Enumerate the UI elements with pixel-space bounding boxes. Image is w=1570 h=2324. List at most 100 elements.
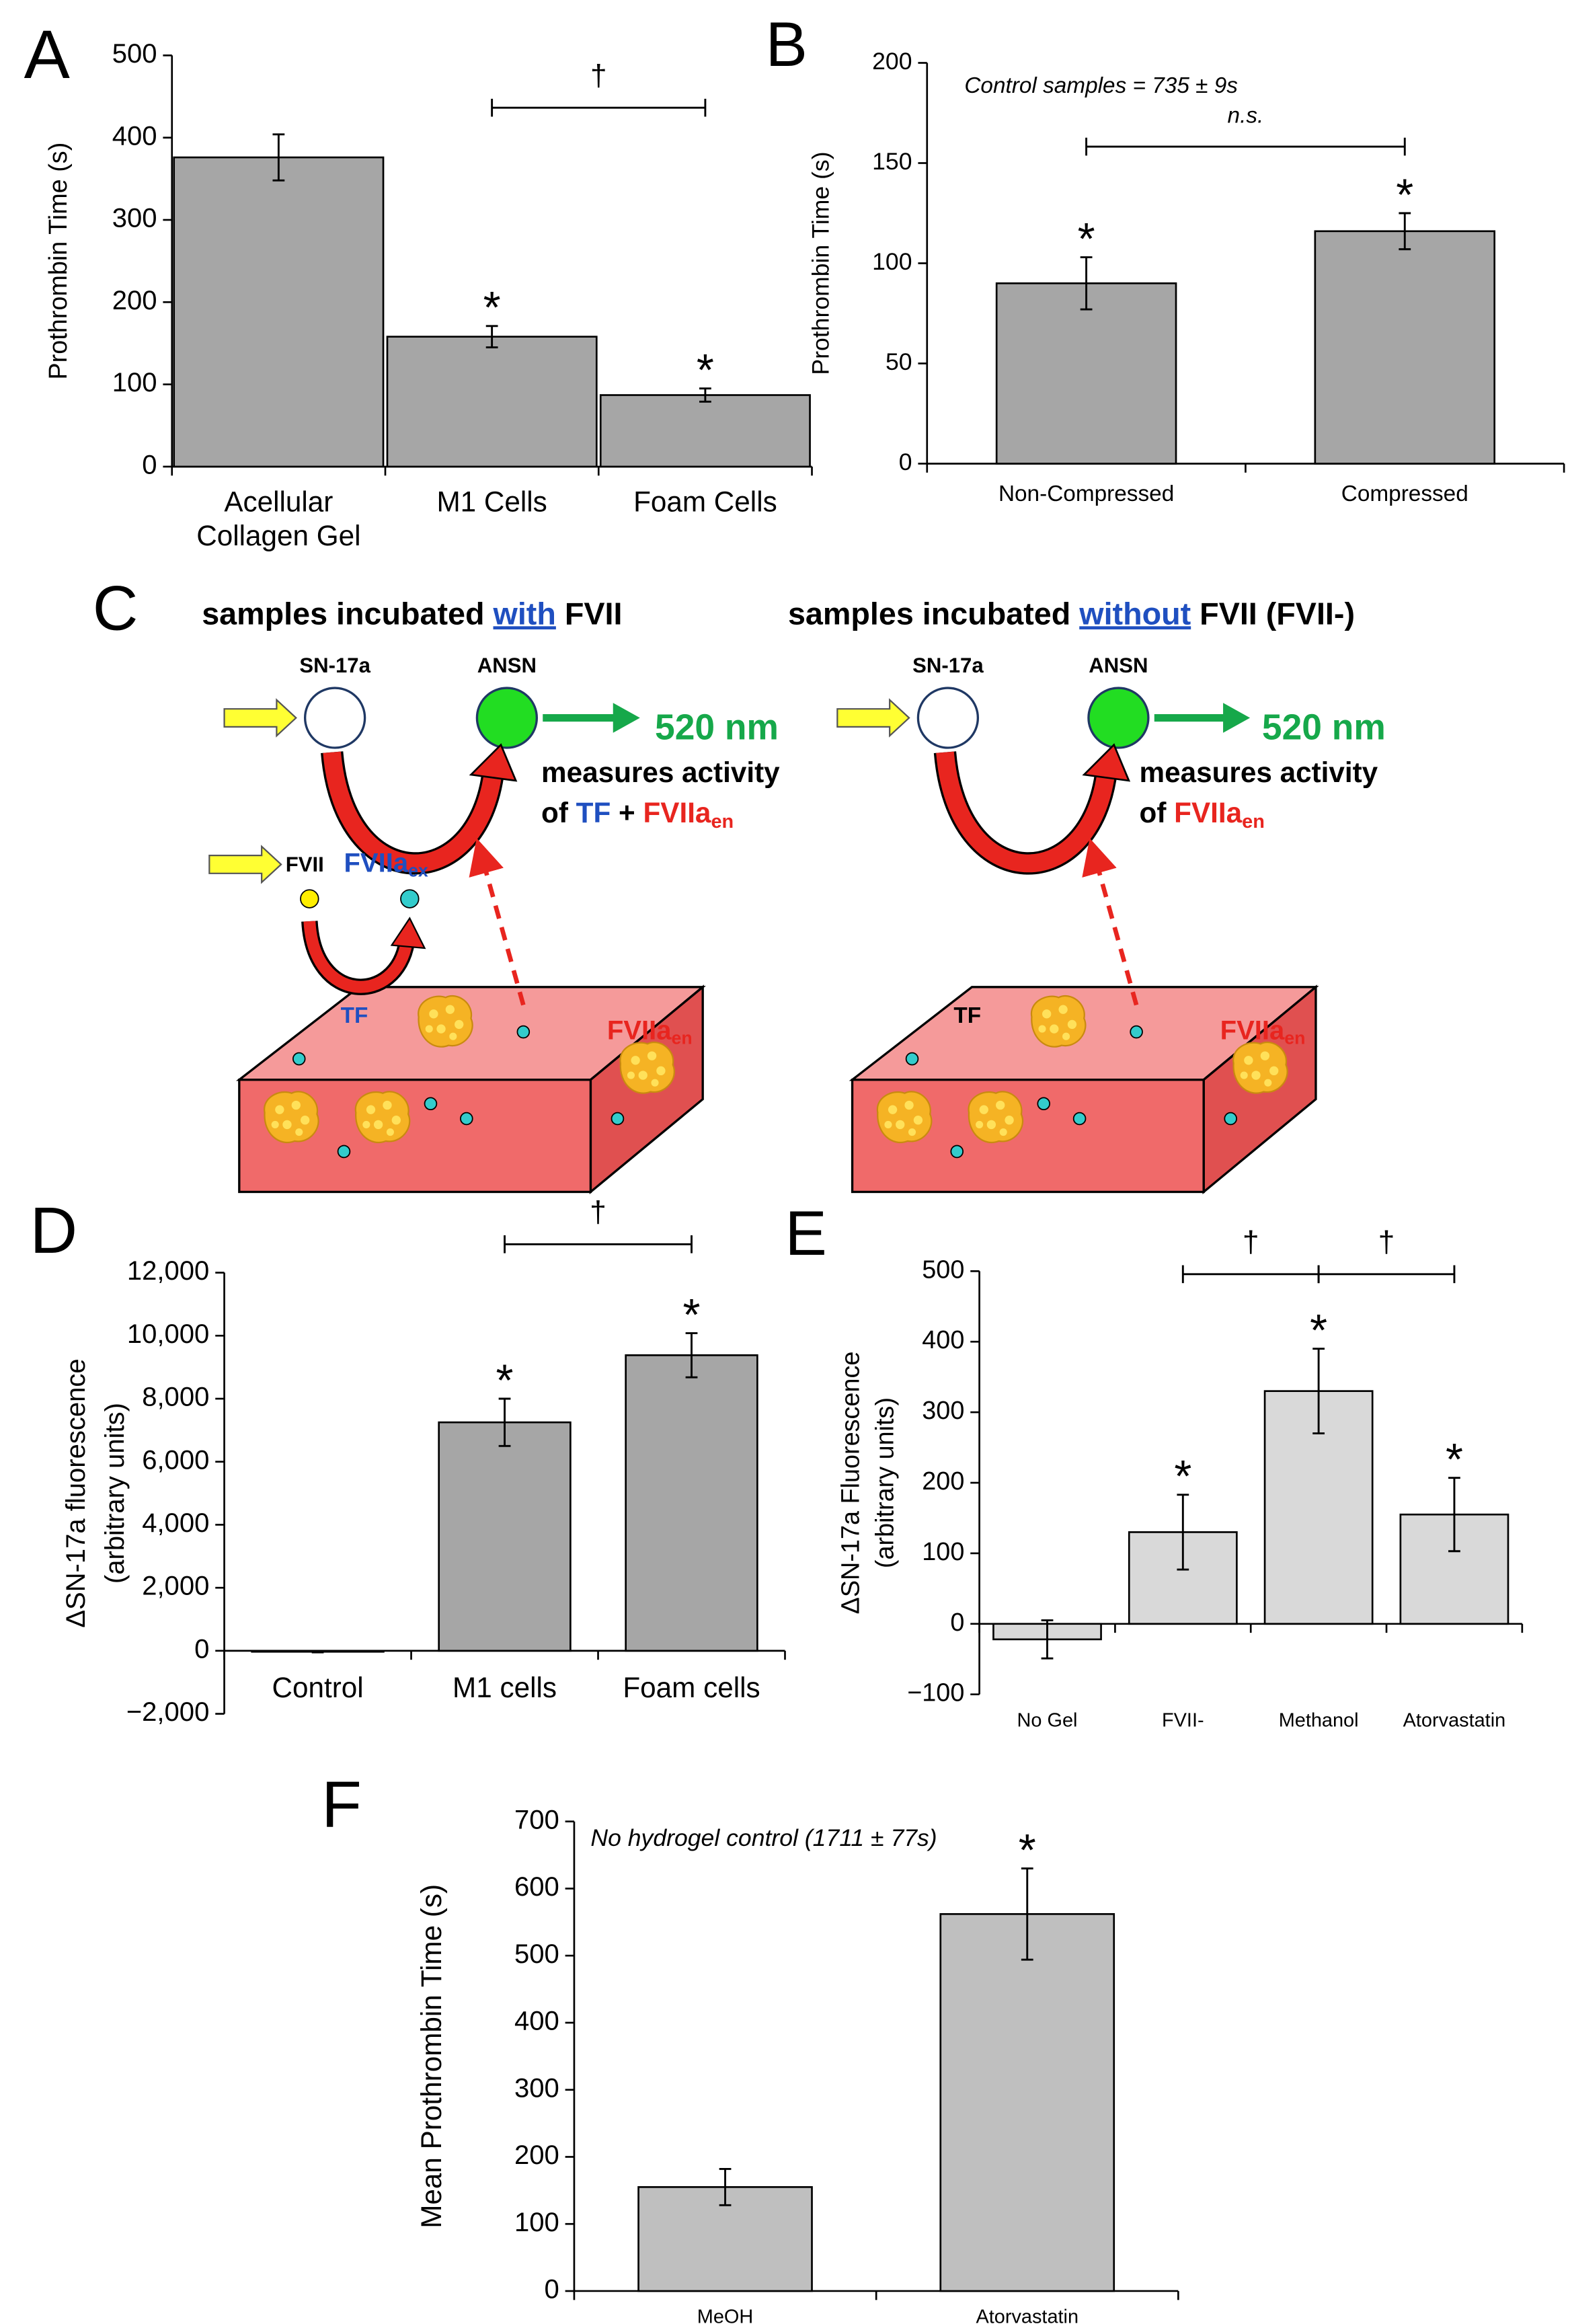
bracket-label: † (1243, 1226, 1259, 1259)
y-tick-label: 300 (514, 2073, 559, 2103)
x-tick-label: No Gel (1017, 1709, 1078, 1731)
x-tick-label: Atorvastatin (976, 2307, 1078, 2324)
tf-label: TF (341, 1003, 368, 1028)
y-axis-label: Prothrombin Time (s) (44, 143, 73, 380)
y-tick-label: 500 (112, 39, 157, 69)
label-part: ex (408, 861, 428, 881)
y-tick-label: 12,000 (127, 1256, 209, 1286)
y-tick-label: 300 (922, 1397, 964, 1425)
x-tick-label: M1 Cells (436, 486, 547, 518)
y-tick-label: 100 (872, 248, 912, 275)
bracket (504, 1235, 693, 1253)
y-tick-label: 200 (514, 2140, 559, 2170)
y-tick-label: 0 (544, 2275, 559, 2304)
subtitle: No hydrogel control (1711 ± 77s) (590, 1824, 937, 1851)
y-tick-label: 400 (922, 1326, 964, 1354)
bracket (1181, 1265, 1320, 1284)
bar (939, 1913, 1115, 2292)
x-tick-label: MeOH (697, 2307, 753, 2324)
y-tick-label: 2,000 (142, 1572, 209, 1601)
x-tick-label: FVII- (1162, 1709, 1204, 1731)
panel-letter: E (785, 1198, 827, 1268)
x-tick-label: Acellular Collagen Gel (196, 486, 360, 552)
x-tick-label: M1 cells (453, 1672, 557, 1703)
y-tick-label: 500 (514, 1939, 559, 1969)
error-bar (1312, 1348, 1325, 1435)
y-tick-label: 100 (922, 1538, 964, 1566)
x-tick-label: Foam cells (623, 1672, 760, 1703)
error-bar (719, 2167, 732, 2206)
y-tick-label: 150 (872, 148, 912, 175)
y-tick-label: 50 (886, 348, 912, 375)
error-bar (1041, 1619, 1054, 1660)
readout-part: of (1140, 797, 1167, 828)
bar (995, 282, 1177, 465)
y-tick-label: 100 (514, 2208, 559, 2237)
y-tick-label: 0 (194, 1634, 209, 1664)
label-part: FVIIa (344, 848, 408, 878)
emission-label: 520 nm (655, 707, 779, 747)
y-tick-label: 0 (950, 1609, 964, 1637)
y-tick-label: 500 (922, 1255, 964, 1284)
bracket-label: n.s. (1228, 103, 1264, 128)
readout: of FVIIaen (1140, 797, 1265, 832)
y-tick-label: 200 (112, 286, 157, 315)
bracket-label: † (1378, 1226, 1395, 1259)
label-part: en (1284, 1028, 1305, 1048)
significance-mark: * (1396, 170, 1413, 220)
bracket (491, 98, 707, 117)
y-tick-label: 10,000 (127, 1319, 209, 1349)
y-tick-label: 400 (112, 121, 157, 151)
title-part: samples incubated (202, 596, 484, 631)
title-part: without (1078, 596, 1191, 631)
significance-mark: * (1078, 215, 1095, 264)
readout: measures activity (1140, 757, 1378, 788)
error-bar (1080, 256, 1093, 311)
readout: of TF + FVIIaen (541, 797, 734, 832)
readout-part: en (711, 811, 734, 832)
bracket-label: † (590, 59, 607, 92)
panel-letter: C (93, 573, 138, 644)
product-label: ANSN (1089, 654, 1148, 677)
significance-mark: * (1446, 1435, 1463, 1485)
y-tick-label: −2,000 (126, 1697, 210, 1727)
y-tick-label: 0 (142, 451, 157, 480)
y-axis-label: (arbitrary units) (871, 1397, 900, 1568)
error-bar (498, 1397, 511, 1447)
y-tick-label: 600 (514, 1872, 559, 1902)
error-bar (1399, 212, 1411, 251)
bar (173, 156, 385, 468)
title-part: with (493, 596, 556, 631)
panel-letter: B (766, 9, 808, 79)
panel-letter: D (30, 1193, 77, 1267)
y-tick-label: 300 (112, 204, 157, 233)
significance-mark: * (697, 346, 714, 395)
label-part: en (671, 1028, 692, 1048)
bar (599, 394, 811, 468)
significance-mark: * (483, 283, 501, 333)
label-part: FVIIa (607, 1015, 672, 1045)
fviia-label: FVIIaex (344, 848, 428, 881)
y-tick-label: 4,000 (142, 1508, 209, 1538)
y-tick-label: 100 (112, 368, 157, 397)
fvii-label: FVII (286, 853, 324, 876)
y-axis-label: Mean Prothrombin Time (s) (416, 1884, 447, 2229)
label-line: Acellular (224, 486, 333, 518)
product-label: ANSN (477, 654, 537, 677)
bracket-label: † (590, 1196, 606, 1229)
label-line: Collagen Gel (196, 520, 360, 551)
y-tick-label: 6,000 (142, 1445, 209, 1475)
y-tick-label: 200 (922, 1467, 964, 1496)
x-tick-label: Non-Compressed (998, 481, 1174, 506)
panel-letter: A (24, 15, 71, 93)
x-tick-label: Foam Cells (633, 486, 777, 518)
error-bar (311, 1650, 324, 1654)
y-tick-label: 200 (872, 48, 912, 75)
error-bar (1177, 1494, 1189, 1571)
tf-label: TF (953, 1003, 981, 1028)
readout-part: of (541, 797, 569, 828)
readout-part: + (619, 797, 635, 828)
label-part: FVIIa (1220, 1015, 1285, 1045)
error-bar (1021, 1867, 1033, 1961)
error-bar (485, 325, 498, 349)
